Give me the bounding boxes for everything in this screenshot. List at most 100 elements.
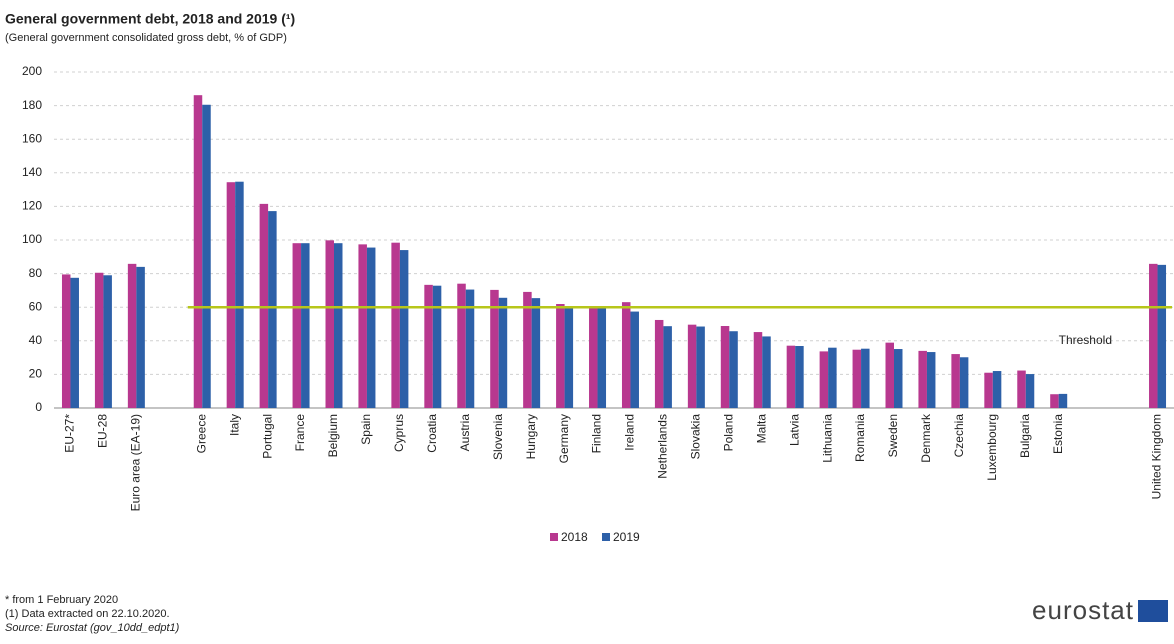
x-tick-label: Romania	[853, 414, 867, 462]
x-tick-label: France	[293, 414, 307, 452]
bar	[366, 247, 376, 408]
bar	[325, 240, 334, 408]
bar	[597, 308, 607, 408]
bar	[61, 274, 71, 408]
bar	[984, 372, 993, 408]
bar	[852, 349, 862, 408]
y-tick-label: 140	[22, 165, 42, 179]
x-tick-label: Luxembourg	[985, 414, 999, 481]
bar	[696, 326, 705, 408]
bar	[894, 349, 903, 408]
bar	[358, 244, 367, 408]
bar	[564, 307, 574, 408]
bar	[301, 243, 310, 408]
bar	[795, 346, 804, 408]
legend-label: 2018	[561, 530, 588, 544]
bar	[531, 298, 541, 408]
x-tick-label: Slovenia	[491, 414, 505, 460]
bar	[391, 242, 400, 408]
bar	[556, 304, 565, 408]
bar	[729, 331, 738, 408]
x-tick-label: Belgium	[326, 414, 340, 457]
bar	[885, 342, 894, 408]
x-tick-label: Estonia	[1051, 414, 1065, 454]
x-tick-label: EU-28	[96, 414, 110, 448]
bar	[70, 277, 79, 408]
bar	[1058, 393, 1068, 408]
x-tick-label: Netherlands	[656, 414, 670, 479]
x-tick-label: Lithuania	[820, 414, 834, 463]
bar	[523, 291, 532, 408]
x-tick-label: Czechia	[952, 414, 966, 458]
bar	[490, 289, 499, 408]
x-tick-label: Germany	[557, 414, 571, 463]
y-tick-label: 200	[22, 64, 42, 78]
bar	[720, 326, 730, 408]
x-tick-label: Austria	[458, 414, 472, 452]
x-tick-label: Italy	[227, 414, 241, 436]
y-tick-label: 80	[29, 266, 43, 280]
bar	[259, 203, 269, 408]
bar	[424, 284, 433, 408]
bar	[292, 243, 302, 408]
bar	[1017, 370, 1026, 408]
bar	[465, 289, 475, 408]
x-tick-label: EU-27*	[63, 414, 77, 453]
bar	[951, 354, 960, 408]
bar	[630, 311, 639, 408]
x-tick-label: Greece	[194, 414, 208, 454]
bar	[959, 357, 969, 408]
bar	[992, 371, 1002, 408]
bar	[1025, 374, 1035, 408]
x-tick-label: Latvia	[787, 414, 801, 446]
footnote: * from 1 February 2020	[5, 594, 118, 606]
bar	[226, 182, 236, 408]
y-tick-label: 20	[29, 367, 43, 381]
x-tick-label: Spain	[359, 414, 373, 445]
bar	[235, 181, 244, 408]
bar	[193, 95, 203, 409]
bar	[926, 352, 936, 408]
bar	[828, 347, 837, 408]
bar	[654, 319, 664, 408]
x-tick-label: Slovakia	[689, 414, 703, 460]
x-tick-label: Denmark	[919, 413, 933, 463]
bar	[103, 275, 112, 408]
bar	[762, 336, 771, 408]
bar	[127, 263, 137, 408]
bar	[753, 332, 763, 408]
legend-swatch	[550, 533, 558, 541]
x-tick-label: Ireland	[623, 414, 637, 451]
chart-title: General government debt, 2018 and 2019 (…	[5, 11, 295, 27]
bar	[1149, 263, 1158, 408]
legend-swatch	[602, 533, 610, 541]
bar	[94, 272, 104, 408]
y-tick-label: 60	[29, 299, 43, 313]
bar	[786, 345, 796, 408]
bar	[136, 266, 145, 408]
logo-flag	[1138, 600, 1168, 622]
legend-label: 2019	[613, 530, 640, 544]
bar	[621, 302, 631, 408]
y-tick-label: 180	[22, 98, 42, 112]
bar	[1050, 394, 1059, 408]
bar	[432, 285, 442, 408]
bar	[1157, 264, 1167, 408]
x-tick-label: Euro area (EA-19)	[129, 414, 143, 511]
bar	[457, 283, 466, 408]
bar	[918, 350, 927, 408]
x-tick-label: Portugal	[260, 414, 274, 459]
x-tick-label: Bulgaria	[1018, 414, 1032, 458]
chart-subtitle: (General government consolidated gross d…	[5, 32, 287, 44]
footnote: Source: Eurostat (gov_10dd_edpt1)	[5, 622, 180, 634]
bar	[687, 324, 697, 408]
bar	[819, 351, 829, 408]
x-tick-label: Malta	[754, 414, 768, 444]
bar	[861, 348, 870, 408]
bar	[399, 250, 409, 408]
x-tick-label: Hungary	[524, 414, 538, 459]
bar	[202, 104, 211, 408]
y-tick-label: 120	[22, 199, 42, 213]
